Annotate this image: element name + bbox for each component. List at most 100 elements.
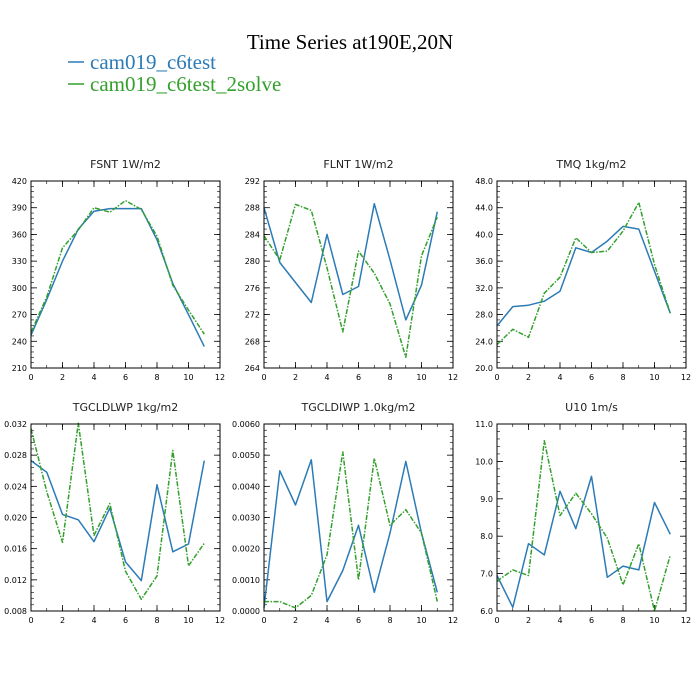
x-tick-label: 0 — [494, 373, 499, 382]
plot-frame — [263, 180, 454, 369]
y-tick-label: 32.0 — [475, 284, 493, 293]
y-tick-label: 0.020 — [4, 514, 27, 523]
y-tick-label: 7.0 — [480, 570, 493, 579]
y-tick-label: 0.028 — [4, 451, 27, 460]
series-line-2 — [263, 203, 438, 359]
series-line-1 — [263, 459, 439, 608]
panel-4: TGCLDLWP 1kg/m2 0 2 4 6 8 10 12 0.008 0.012 0.016 0… — [4, 401, 225, 625]
x-tick-label: 4 — [91, 616, 96, 625]
series-line-2 — [30, 422, 205, 601]
y-tick-label: 240 — [12, 337, 27, 346]
y-tick-label: 272 — [245, 311, 260, 320]
y-tick-label: 288 — [245, 204, 260, 213]
series-line-1 — [496, 475, 671, 609]
x-tick-label: 2 — [526, 616, 531, 625]
x-tick-label: 6 — [589, 616, 594, 625]
plot-frame — [496, 180, 687, 369]
y-tick-label: 0.0040 — [232, 482, 260, 491]
y-tick-label: 0.0030 — [232, 514, 260, 523]
x-tick-label: 6 — [123, 616, 128, 625]
legend-label-2: cam019_c6test_2solve — [90, 72, 281, 96]
x-tick-label: 4 — [324, 616, 329, 625]
y-tick-label: 28.0 — [475, 311, 493, 320]
series-line-2 — [264, 451, 439, 609]
x-tick-label: 10 — [416, 373, 426, 382]
y-tick-label: 0.0060 — [232, 420, 260, 429]
x-tick-label: 12 — [681, 616, 691, 625]
panel-2: FLNT 1W/m2 0 2 4 6 8 10 12 264 268 272 276 280 284 288… — [245, 158, 458, 382]
panel-title: FSNT 1W/m2 — [90, 158, 161, 171]
y-tick-label: 0.012 — [4, 576, 27, 585]
y-tick-label: 11.0 — [475, 420, 493, 429]
x-tick-label: 8 — [387, 373, 392, 382]
x-tick-label: 10 — [183, 373, 193, 382]
panel-1: FSNT 1W/m2 0 2 4 6 8 10 12 210 240 270 300 330 360 390… — [12, 158, 225, 382]
panel-6: U10 1m/s 0 2 4 6 8 10 12 6.0 7.0 8.0 9.0 10.0 11.0 — [475, 401, 691, 625]
plot-frame — [263, 423, 454, 612]
panel-title: TGCLDIWP 1.0kg/m2 — [300, 401, 415, 414]
x-tick-label: 6 — [589, 373, 594, 382]
y-tick-label: 6.0 — [480, 607, 493, 616]
panel-title: TGCLDLWP 1kg/m2 — [72, 401, 178, 414]
x-tick-label: 10 — [183, 616, 193, 625]
series-line-2 — [496, 440, 672, 612]
plot-frame — [30, 180, 221, 369]
y-tick-label: 300 — [12, 284, 27, 293]
y-tick-label: 0.008 — [4, 607, 27, 616]
y-tick-label: 292 — [245, 177, 260, 186]
plot-frame — [30, 423, 221, 612]
x-tick-label: 6 — [356, 616, 361, 625]
series-line-2 — [496, 201, 672, 346]
x-tick-label: 2 — [293, 616, 298, 625]
y-tick-label: 268 — [245, 337, 260, 346]
panel-5: TGCLDIWP 1.0kg/m2 0 2 4 6 8 10 12 0.0000 0.0010 0.… — [232, 401, 458, 625]
x-tick-label: 6 — [123, 373, 128, 382]
x-tick-label: 12 — [448, 373, 458, 382]
y-tick-label: 264 — [245, 364, 260, 373]
y-tick-label: 0.0010 — [232, 576, 260, 585]
y-tick-label: 210 — [12, 364, 27, 373]
y-tick-label: 280 — [245, 257, 260, 266]
x-tick-label: 0 — [261, 616, 266, 625]
y-tick-label: 36.0 — [475, 257, 493, 266]
x-tick-label: 10 — [649, 616, 659, 625]
x-tick-label: 12 — [215, 616, 225, 625]
x-tick-label: 10 — [416, 616, 426, 625]
x-tick-label: 2 — [60, 373, 65, 382]
y-tick-label: 0.0050 — [232, 451, 260, 460]
y-tick-label: 284 — [245, 230, 260, 239]
x-tick-label: 0 — [494, 616, 499, 625]
x-tick-label: 0 — [28, 616, 33, 625]
x-tick-label: 4 — [557, 616, 562, 625]
x-tick-label: 6 — [356, 373, 361, 382]
x-tick-label: 12 — [681, 373, 691, 382]
x-tick-label: 4 — [91, 373, 96, 382]
y-tick-label: 40.0 — [475, 230, 493, 239]
series-line-2 — [30, 199, 205, 335]
y-tick-label: 8.0 — [480, 532, 493, 541]
series-line-1 — [496, 225, 672, 327]
y-tick-label: 420 — [12, 177, 27, 186]
y-tick-label: 0.016 — [4, 545, 27, 554]
y-tick-label: 0.024 — [4, 482, 27, 491]
panel-title: U10 1m/s — [565, 401, 618, 414]
y-tick-label: 0.0020 — [232, 545, 260, 554]
panel-3: TMQ 1kg/m2 0 2 4 6 8 10 12 20.0 24.0 28.0 32.0 36.0 4… — [475, 158, 691, 382]
x-tick-label: 8 — [154, 616, 159, 625]
panel-grid: FSNT 1W/m20 2 4 6 8 10 12210240270300330360390… — [4, 158, 691, 625]
panel-title: FLNT 1W/m2 — [323, 158, 393, 171]
x-tick-label: 8 — [620, 373, 625, 382]
x-tick-label: 8 — [154, 373, 159, 382]
x-tick-label: 0 — [261, 373, 266, 382]
legend: cam019_c6test cam019_c6test_2solve — [68, 50, 281, 96]
x-tick-label: 4 — [557, 373, 562, 382]
y-tick-label: 44.0 — [475, 204, 493, 213]
y-tick-label: 9.0 — [480, 495, 493, 504]
panel-title: TMQ 1kg/m2 — [555, 158, 626, 171]
y-tick-label: 48.0 — [475, 177, 493, 186]
x-tick-label: 2 — [526, 373, 531, 382]
series-line-1 — [30, 207, 205, 347]
x-tick-label: 12 — [448, 616, 458, 625]
y-tick-label: 10.0 — [475, 457, 493, 466]
